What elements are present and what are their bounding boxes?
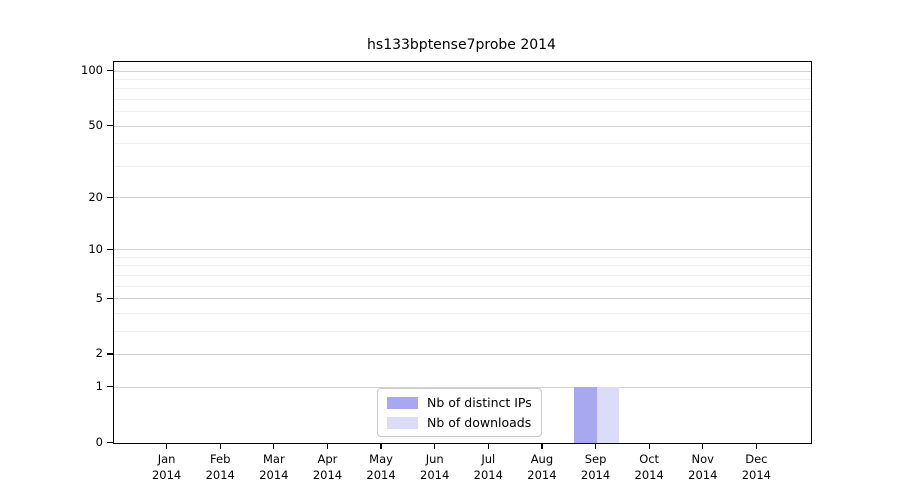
y-tick-mark [107, 196, 113, 198]
legend-swatch [387, 416, 418, 429]
gridline-minor [114, 111, 811, 113]
gridline-major [114, 197, 811, 199]
plot-area [113, 61, 812, 444]
x-tick-mark [487, 443, 489, 449]
gridline-major [114, 353, 811, 355]
x-tick-label: Apr 2014 [312, 452, 343, 482]
gridline-minor [114, 312, 811, 314]
x-tick-mark [702, 443, 704, 449]
legend-label: Nb of downloads [427, 415, 532, 430]
gridline-major [114, 298, 811, 300]
x-tick-label: Jan 2014 [151, 452, 182, 482]
x-tick-mark [755, 443, 758, 449]
gridline-minor [114, 98, 811, 100]
gridline-major [114, 125, 811, 127]
x-tick-mark [541, 443, 543, 449]
y-tick-label: 0 [95, 435, 103, 449]
y-tick-label: 20 [88, 189, 103, 204]
x-tick-label: Feb 2014 [205, 452, 235, 482]
x-tick-mark [648, 443, 650, 449]
gridline-minor [114, 143, 811, 145]
gridline-minor [114, 88, 811, 90]
y-tick-mark [107, 353, 113, 355]
x-tick-label: Sep 2014 [580, 452, 611, 482]
x-tick-label: Jun 2014 [420, 452, 450, 482]
y-tick-mark [107, 297, 113, 299]
legend-item: Nb of downloads [387, 415, 532, 430]
gridline-minor [114, 285, 811, 287]
gridline-minor [114, 78, 811, 80]
y-tick-mark [107, 386, 113, 388]
legend-item: Nb of distinct IPs [387, 395, 532, 410]
x-tick-mark [594, 443, 597, 449]
x-tick-label: May 2014 [366, 452, 396, 482]
gridline-major [114, 70, 811, 72]
x-tick-mark [273, 443, 275, 449]
chart-title: hs133bptense7probe 2014 [367, 37, 556, 53]
y-tick-mark [107, 248, 113, 251]
x-tick-label: Jul 2014 [473, 452, 503, 482]
y-tick-mark [107, 70, 113, 72]
y-tick-label: 10 [88, 241, 103, 256]
gridline-major [114, 386, 811, 388]
x-tick-mark [434, 443, 436, 449]
y-tick-mark [107, 125, 113, 127]
legend: Nb of distinct IPs Nb of downloads [377, 388, 542, 437]
gridline-minor [114, 330, 811, 332]
y-tick-mark [107, 442, 113, 444]
gridline-minor [114, 165, 811, 167]
gridline-major [114, 249, 811, 251]
legend-label: Nb of distinct IPs [427, 395, 532, 410]
x-tick-label: Aug 2014 [527, 452, 557, 482]
bar-nb-of-downloads [596, 387, 620, 443]
x-tick-mark [380, 443, 382, 449]
y-tick-label: 50 [88, 118, 103, 133]
x-tick-label: Nov 2014 [688, 452, 718, 482]
x-tick-mark [326, 443, 329, 449]
y-tick-label: 100 [81, 63, 103, 78]
x-tick-mark [165, 443, 168, 449]
legend-swatch [387, 396, 418, 409]
y-tick-label: 1 [95, 379, 103, 394]
bar-nb-of-distinct-ips [574, 387, 597, 443]
x-tick-mark [219, 443, 221, 449]
y-tick-label: 2 [95, 346, 103, 361]
x-tick-label: Dec 2014 [741, 452, 772, 482]
x-tick-label: Oct 2014 [634, 452, 664, 482]
gridline-minor [114, 274, 811, 276]
x-tick-label: Mar 2014 [259, 452, 289, 482]
gridline-minor [114, 265, 811, 267]
y-tick-label: 5 [95, 290, 103, 305]
gridline-minor [114, 256, 811, 258]
